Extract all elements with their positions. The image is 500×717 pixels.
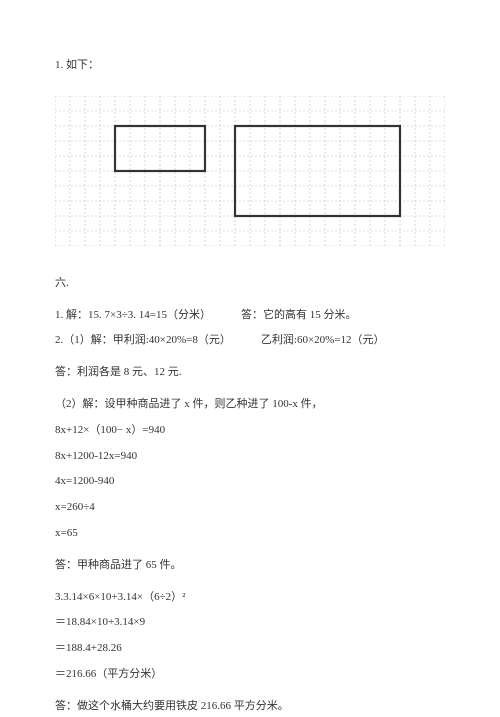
grid-svg xyxy=(55,96,445,246)
q1-line: 1. 解：15. 7×3÷3. 14=15（分米） 答：它的高有 15 分米。 xyxy=(55,306,445,326)
q3-line1: 3.3.14×6×10+3.14×（6÷2）² xyxy=(55,588,445,608)
q2-part1-line: 2.（1）解：甲利润:40×20%=8（元） 乙利润:60×20%=12（元） xyxy=(55,331,445,351)
q3-line3: ＝188.4+28.26 xyxy=(55,639,445,659)
q2-part2-setup: （2）解：设甲种商品进了 x 件，则乙种进了 100-x 件， xyxy=(55,395,445,415)
q2-eq5: x=65 xyxy=(55,524,445,544)
q2-part1-solution: 2.（1）解：甲利润:40×20%=8（元） xyxy=(55,331,231,351)
q2-eq4: x=260÷4 xyxy=(55,498,445,518)
q2-eq3: 4x=1200-940 xyxy=(55,472,445,492)
grid-diagram xyxy=(55,96,445,246)
item-1-label: 1. 如下： xyxy=(55,56,445,76)
q1-answer: 答：它的高有 15 分米。 xyxy=(241,306,357,326)
q3-line2: ＝18.84×10+3.14×9 xyxy=(55,613,445,633)
q3-line4: ＝216.66（平方分米） xyxy=(55,665,445,685)
q2-part1-yi: 乙利润:60×20%=12（元） xyxy=(261,331,385,351)
q2-eq1: 8x+12×（100− x）=940 xyxy=(55,421,445,441)
section-6-title: 六. xyxy=(55,274,445,294)
q2-part2-answer: 答：甲种商品进了 65 件。 xyxy=(55,556,445,576)
q2-part1-answer: 答：利润各是 8 元、12 元. xyxy=(55,363,445,383)
q1-solution: 1. 解：15. 7×3÷3. 14=15（分米） xyxy=(55,306,211,326)
q2-eq2: 8x+1200-12x=940 xyxy=(55,447,445,467)
